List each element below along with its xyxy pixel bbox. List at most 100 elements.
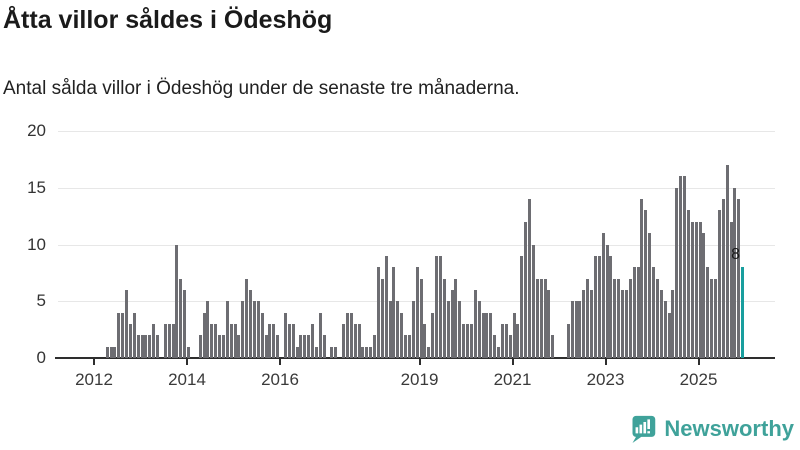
bar [671, 289, 675, 358]
x-axis-tick-2019 [418, 358, 421, 365]
bar [570, 301, 574, 358]
logo-bar-3 [643, 422, 647, 434]
bar [225, 301, 229, 358]
bar [512, 312, 516, 358]
bar [605, 244, 609, 358]
x-axis-tick-2014 [186, 358, 188, 365]
bar [404, 335, 408, 358]
bar [644, 210, 648, 358]
y-axis-label-0: 0 [36, 348, 46, 367]
bar [473, 289, 477, 358]
bar [384, 255, 388, 358]
bar [415, 267, 419, 358]
bar [152, 323, 156, 358]
bar [652, 267, 656, 358]
bar [427, 346, 431, 358]
x-axis-tick-2025 [697, 358, 700, 365]
bar [303, 335, 307, 358]
bar [183, 289, 187, 358]
bar [268, 323, 272, 358]
bar [431, 312, 435, 358]
bar [683, 176, 687, 358]
bar-highlight-current [741, 267, 745, 358]
bar [198, 335, 202, 358]
logo-exclamation-dot [647, 431, 651, 434]
bar [493, 335, 497, 358]
bar [729, 221, 733, 358]
bar [202, 312, 206, 358]
bar [314, 346, 318, 358]
bar [667, 312, 671, 358]
bar [621, 289, 625, 358]
bar [690, 221, 694, 358]
bar [628, 278, 632, 358]
bar [489, 312, 493, 358]
bar [125, 289, 129, 358]
bar [373, 335, 377, 358]
bar [450, 289, 454, 358]
bar [714, 278, 718, 358]
bar [597, 255, 601, 358]
x-axis-label-2023: 2023 [586, 370, 625, 389]
bar [256, 301, 260, 358]
bar [531, 244, 535, 358]
bar [276, 335, 280, 358]
bar [264, 335, 268, 358]
bar [132, 312, 136, 358]
bar [245, 278, 249, 358]
bar [221, 335, 225, 358]
bar [702, 233, 706, 358]
bar [659, 289, 663, 358]
bar [698, 221, 702, 358]
bar [679, 176, 683, 358]
bar [717, 210, 721, 358]
bar [392, 267, 396, 358]
bar [388, 301, 392, 358]
x-axis-baseline [55, 357, 775, 359]
x-axis-tick-2012 [93, 358, 95, 365]
bar [357, 323, 361, 358]
x-axis-label-2025: 2025 [679, 370, 718, 389]
bar [663, 301, 667, 358]
bar [342, 323, 346, 358]
bar [144, 335, 148, 358]
logo-bar-2 [639, 424, 643, 434]
bar [675, 187, 679, 358]
y-axis-label-5: 5 [36, 291, 46, 311]
bar [295, 346, 299, 358]
bar [632, 267, 636, 358]
x-axis-label-2016: 2016 [261, 370, 299, 389]
bar [497, 346, 501, 358]
bar [400, 312, 404, 358]
gridline-y-15 [58, 187, 775, 189]
x-axis-label-2019: 2019 [400, 370, 439, 389]
bar [369, 346, 373, 358]
bar [299, 335, 303, 358]
bar [582, 289, 586, 358]
bar [655, 278, 659, 358]
bar [105, 346, 109, 358]
bar [291, 323, 295, 358]
bar [136, 335, 140, 358]
bar [566, 323, 570, 358]
bar [435, 255, 439, 358]
bar [528, 199, 532, 358]
bar [737, 199, 741, 358]
bar [504, 323, 508, 358]
bar [311, 323, 315, 358]
bar [446, 301, 450, 358]
bar [206, 301, 210, 358]
bar [686, 210, 690, 358]
bar [551, 335, 555, 358]
bar [179, 278, 183, 358]
x-axis-label-2014: 2014 [168, 370, 206, 389]
gridline-y-20 [58, 131, 775, 132]
bar [706, 267, 710, 358]
bar [725, 165, 729, 358]
bar [376, 267, 380, 358]
bar [613, 278, 617, 358]
bar [609, 255, 613, 358]
logo-exclamation-stem [647, 419, 651, 429]
newsworthy-branding: Newsworthy [629, 414, 794, 444]
